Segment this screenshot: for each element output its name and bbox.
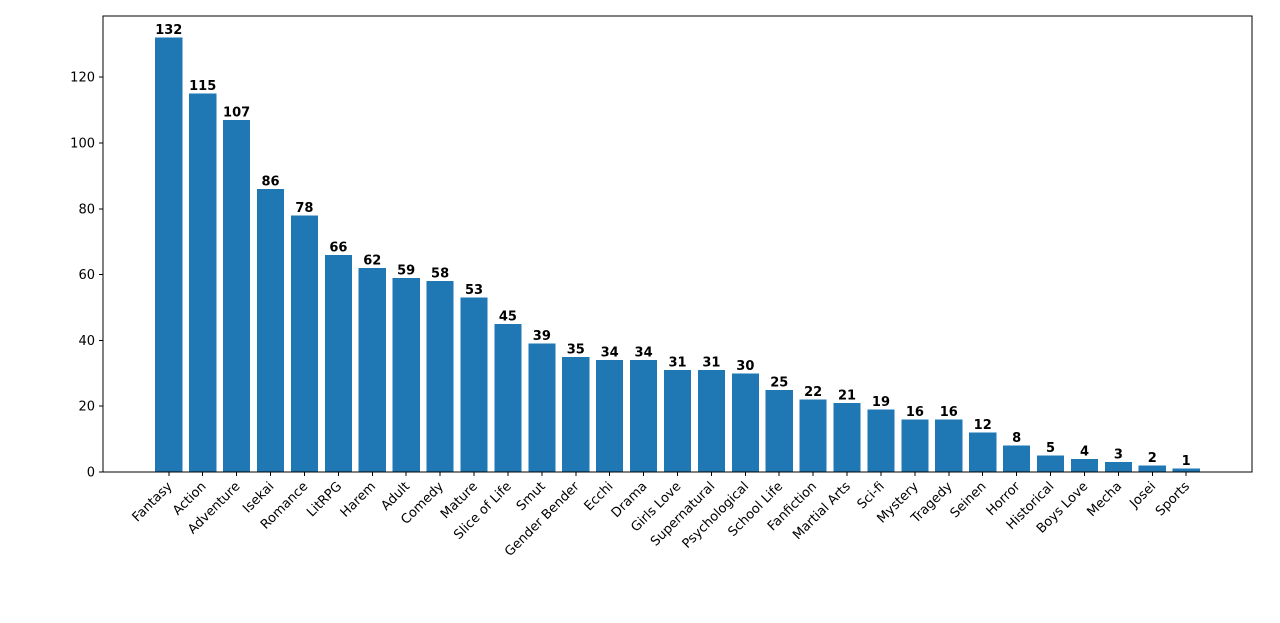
- bar: [223, 119, 251, 472]
- x-tick-label: Seinen: [948, 479, 990, 521]
- bar-value-label: 19: [872, 395, 890, 410]
- x-tick-label: Mecha: [1084, 479, 1125, 520]
- y-tick-label: 20: [78, 400, 95, 415]
- bar: [324, 254, 352, 472]
- bar-value-label: 5: [1046, 441, 1055, 456]
- bar: [969, 432, 997, 472]
- bar-value-label: 115: [189, 79, 216, 94]
- bar-value-label: 1: [1182, 454, 1191, 469]
- bar: [731, 373, 759, 472]
- bar: [494, 323, 522, 472]
- bar-value-label: 78: [295, 201, 313, 216]
- bar: [663, 370, 692, 472]
- bar-value-label: 107: [223, 105, 250, 120]
- bar: [833, 402, 861, 472]
- x-tick-label: Fantasy: [130, 479, 176, 525]
- bar: [901, 419, 929, 472]
- x-tick-label: LitRPG: [304, 479, 345, 520]
- bar: [765, 389, 793, 472]
- bar-value-label: 3: [1114, 448, 1123, 463]
- y-tick-label: 60: [78, 268, 95, 283]
- bar-value-label: 62: [363, 254, 381, 269]
- bar: [596, 360, 624, 472]
- bar-value-label: 22: [804, 385, 822, 400]
- bar-value-label: 34: [601, 346, 619, 361]
- bar: [290, 215, 319, 472]
- y-tick-label: 80: [78, 202, 95, 217]
- bar-value-label: 132: [155, 23, 182, 38]
- x-tick-label: Harem: [338, 479, 379, 520]
- y-tick-label: 120: [70, 71, 95, 86]
- bar: [460, 297, 488, 472]
- bar-value-label: 58: [431, 267, 449, 282]
- y-tick-label: 100: [70, 137, 95, 152]
- bar: [392, 277, 420, 472]
- bar: [935, 419, 963, 472]
- bar: [1172, 468, 1200, 472]
- bar: [358, 268, 386, 472]
- x-tick-label: Sports: [1153, 479, 1193, 519]
- bar: [155, 37, 183, 473]
- bar: [528, 343, 556, 472]
- bar-value-label: 25: [770, 375, 788, 390]
- bar-value-label: 16: [940, 405, 958, 420]
- bar-value-label: 2: [1148, 451, 1157, 466]
- bar: [562, 356, 590, 472]
- bar-value-label: 12: [974, 418, 992, 433]
- y-tick-label: 0: [87, 466, 95, 481]
- bar: [630, 360, 658, 472]
- bar: [426, 281, 454, 472]
- bar-value-label: 35: [567, 342, 585, 357]
- axes-frame: [102, 15, 1253, 473]
- bar: [697, 370, 725, 472]
- bar-value-label: 30: [736, 359, 754, 374]
- bar-value-label: 45: [499, 309, 517, 324]
- bar-value-label: 39: [533, 329, 551, 344]
- bar: [256, 189, 285, 472]
- bar: [1003, 445, 1031, 472]
- bar-value-label: 4: [1080, 444, 1089, 459]
- bar-value-label: 66: [329, 240, 347, 255]
- bar: [1070, 458, 1099, 472]
- bar-value-label: 34: [635, 346, 653, 361]
- bar-value-label: 31: [702, 356, 720, 371]
- y-tick-label: 40: [78, 334, 95, 349]
- bar-value-label: 53: [465, 283, 483, 298]
- bar: [799, 399, 827, 472]
- bar: [867, 409, 895, 472]
- bar-value-label: 59: [397, 263, 415, 278]
- bar-value-label: 8: [1012, 431, 1021, 446]
- bar: [1138, 465, 1166, 472]
- bar: [189, 93, 217, 473]
- bar-value-label: 16: [906, 405, 924, 420]
- bar: [1036, 455, 1065, 472]
- bar-value-label: 86: [261, 175, 279, 190]
- bar-value-label: 21: [838, 388, 856, 403]
- bar-value-label: 31: [668, 356, 686, 371]
- bar: [1104, 462, 1132, 472]
